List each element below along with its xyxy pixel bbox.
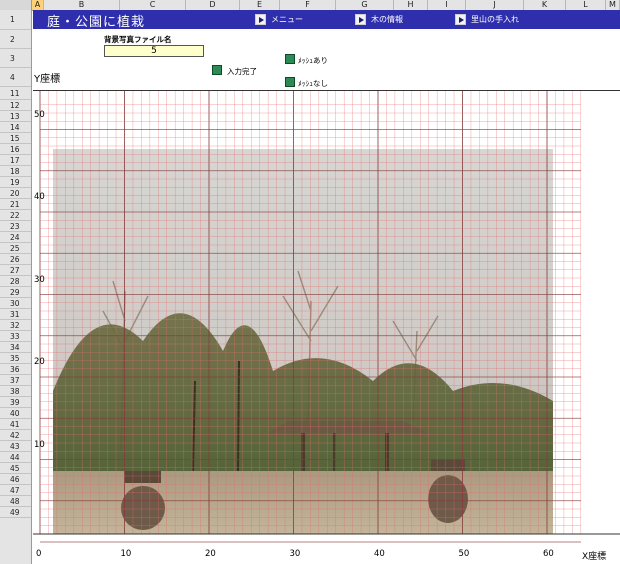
row-header-15[interactable]: 15 xyxy=(0,133,31,144)
satoyama-care-button-label: 里山の手入れ xyxy=(471,15,519,24)
row-header-46[interactable]: 46 xyxy=(0,474,31,485)
row-header-11[interactable]: 11 xyxy=(0,87,31,100)
y-tick-label: 40 xyxy=(34,192,45,202)
row-header-28[interactable]: 28 xyxy=(0,276,31,287)
plot-canvas xyxy=(33,91,620,543)
x-tick-label: 60 xyxy=(543,549,554,559)
mesh-on-label: ﾒｯｼｭあり xyxy=(298,56,328,65)
column-header-h[interactable]: H xyxy=(394,0,428,10)
row-header-12[interactable]: 12 xyxy=(0,100,31,111)
play-icon xyxy=(355,14,366,25)
y-tick-label: 10 xyxy=(34,439,45,450)
row-header-33[interactable]: 33 xyxy=(0,331,31,342)
row-header-17[interactable]: 17 xyxy=(0,155,31,166)
row-header-47[interactable]: 47 xyxy=(0,485,31,496)
row-header-32[interactable]: 32 xyxy=(0,320,31,331)
row-header-bar: 1 2 3 4 11 12 13 14 15 16 17 18 19 20 21 22 23 24 25 26 27 28… xyxy=(0,10,32,564)
column-header-l[interactable]: L xyxy=(566,0,606,10)
row-header-45[interactable]: 45 xyxy=(0,463,31,474)
row-header-44[interactable]: 44 xyxy=(0,452,31,463)
play-icon xyxy=(255,14,266,25)
y-tick-label: 50 xyxy=(34,109,45,120)
background-photo xyxy=(53,149,553,534)
row-header-13[interactable]: 13 xyxy=(0,111,31,122)
menu-button[interactable]: メニュー xyxy=(255,13,303,26)
background-file-input[interactable]: 5 xyxy=(104,45,204,57)
column-header-m[interactable]: M xyxy=(606,0,620,10)
coordinate-mesh xyxy=(39,91,582,543)
row-header-19[interactable]: 19 xyxy=(0,177,31,188)
mesh-off-button[interactable] xyxy=(285,77,295,87)
title-bar: 庭・公園に植栽 メニュー 木の情報 里山の手入れ xyxy=(33,10,620,30)
row-header-43[interactable]: 43 xyxy=(0,441,31,452)
column-header-k[interactable]: K xyxy=(524,0,566,10)
column-header-b[interactable]: B xyxy=(44,0,120,10)
column-header-a[interactable]: A xyxy=(32,0,44,10)
column-header-i[interactable]: I xyxy=(428,0,466,10)
row-header-39[interactable]: 39 xyxy=(0,397,31,408)
play-icon xyxy=(455,14,466,25)
column-header-j[interactable]: J xyxy=(466,0,524,10)
row-header-41[interactable]: 41 xyxy=(0,419,31,430)
row-header-22[interactable]: 22 xyxy=(0,210,31,221)
row-header-42[interactable]: 42 xyxy=(0,430,31,441)
row-header-36[interactable]: 36 xyxy=(0,364,31,375)
column-header-e[interactable]: E xyxy=(240,0,280,10)
header-divider xyxy=(33,90,620,91)
row-header-16[interactable]: 16 xyxy=(0,144,31,155)
input-done-label: 入力完了 xyxy=(227,67,257,76)
row-header-49[interactable]: 49 xyxy=(0,507,31,518)
y-tick-label: 20 xyxy=(34,357,45,367)
row-header-18[interactable]: 18 xyxy=(0,166,31,177)
planting-plot[interactable] xyxy=(33,91,620,550)
column-header-d[interactable]: D xyxy=(186,0,240,10)
satoyama-care-button[interactable]: 里山の手入れ xyxy=(455,13,519,26)
row-header-24[interactable]: 24 xyxy=(0,232,31,243)
page-title: 庭・公園に植栽 xyxy=(47,15,146,30)
tree-info-button[interactable]: 木の情報 xyxy=(355,13,403,26)
x-tick-label: 30 xyxy=(289,549,301,559)
y-tick-label: 30 xyxy=(34,274,45,285)
background-file-label: 背景写真ファイル名 xyxy=(104,35,172,44)
row-header-29[interactable]: 29 xyxy=(0,287,31,298)
column-header-f[interactable]: F xyxy=(280,0,336,10)
row-header-23[interactable]: 23 xyxy=(0,221,31,232)
row-header-31[interactable]: 31 xyxy=(0,309,31,320)
x-tick-label: 10 xyxy=(120,549,132,559)
tree-info-button-label: 木の情報 xyxy=(371,15,403,24)
mesh-on-button[interactable] xyxy=(285,54,295,64)
row-header-34[interactable]: 34 xyxy=(0,342,31,353)
select-all-corner[interactable] xyxy=(0,0,32,10)
row-header-20[interactable]: 20 xyxy=(0,188,31,199)
row-header-25[interactable]: 25 xyxy=(0,243,31,254)
row-header-40[interactable]: 40 xyxy=(0,408,31,419)
column-header-c[interactable]: C xyxy=(120,0,186,10)
row-header-30[interactable]: 30 xyxy=(0,298,31,309)
row-header-38[interactable]: 38 xyxy=(0,386,31,397)
row-header-1[interactable]: 1 xyxy=(0,10,31,30)
menu-button-label: メニュー xyxy=(271,15,303,24)
row-header-3[interactable]: 3 xyxy=(0,49,31,68)
row-header-27[interactable]: 27 xyxy=(0,265,31,276)
x-tick-label: 40 xyxy=(374,549,385,559)
row-header-48[interactable]: 48 xyxy=(0,496,31,507)
x-tick-label: 0 xyxy=(36,549,42,559)
row-header-4[interactable]: 4 xyxy=(0,68,31,87)
y-axis-label: Y座標 xyxy=(34,74,61,85)
row-header-14[interactable]: 14 xyxy=(0,122,31,133)
x-axis-label: X座標 xyxy=(582,552,607,562)
column-header-g[interactable]: G xyxy=(336,0,394,10)
row-header-2[interactable]: 2 xyxy=(0,30,31,49)
x-tick-label: 50 xyxy=(458,549,470,559)
row-header-26[interactable]: 26 xyxy=(0,254,31,265)
row-header-37[interactable]: 37 xyxy=(0,375,31,386)
mesh-off-label: ﾒｯｼｭなし xyxy=(298,79,328,88)
input-done-button[interactable] xyxy=(212,65,222,75)
row-header-35[interactable]: 35 xyxy=(0,353,31,364)
x-tick-label: 20 xyxy=(205,549,216,559)
row-header-21[interactable]: 21 xyxy=(0,199,31,210)
